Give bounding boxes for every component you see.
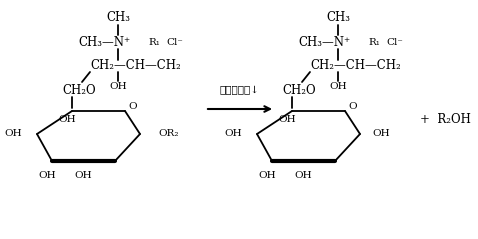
Text: R₁: R₁: [368, 38, 380, 47]
Text: OH: OH: [224, 130, 242, 138]
Text: OH: OH: [58, 114, 76, 124]
Text: OR₂: OR₂: [158, 130, 178, 138]
Text: OH: OH: [329, 81, 347, 91]
Text: OH: OH: [258, 170, 276, 179]
Text: O: O: [348, 102, 358, 110]
Text: 酸性、温度↓: 酸性、温度↓: [220, 87, 260, 96]
Text: CH₃: CH₃: [326, 11, 350, 23]
Text: Cl⁻: Cl⁻: [386, 38, 403, 47]
Text: R₁: R₁: [148, 38, 160, 47]
Text: OH: OH: [278, 114, 296, 124]
Text: OH: OH: [4, 130, 22, 138]
Text: CH₃: CH₃: [106, 11, 130, 23]
Text: CH₂—CH—CH₂: CH₂—CH—CH₂: [310, 59, 401, 71]
Text: OH: OH: [74, 170, 92, 179]
Text: O: O: [129, 102, 137, 110]
Text: CH₂O: CH₂O: [62, 83, 96, 97]
Text: CH₂—CH—CH₂: CH₂—CH—CH₂: [90, 59, 181, 71]
Text: CH₃—N⁺: CH₃—N⁺: [298, 36, 350, 49]
Text: OH: OH: [109, 81, 127, 91]
Text: CH₃—N⁺: CH₃—N⁺: [78, 36, 130, 49]
Text: OH: OH: [372, 130, 390, 138]
Text: CH₂O: CH₂O: [282, 83, 315, 97]
Text: Cl⁻: Cl⁻: [166, 38, 183, 47]
Text: +  R₂OH: + R₂OH: [420, 113, 470, 125]
Text: OH: OH: [38, 170, 56, 179]
Text: OH: OH: [294, 170, 312, 179]
